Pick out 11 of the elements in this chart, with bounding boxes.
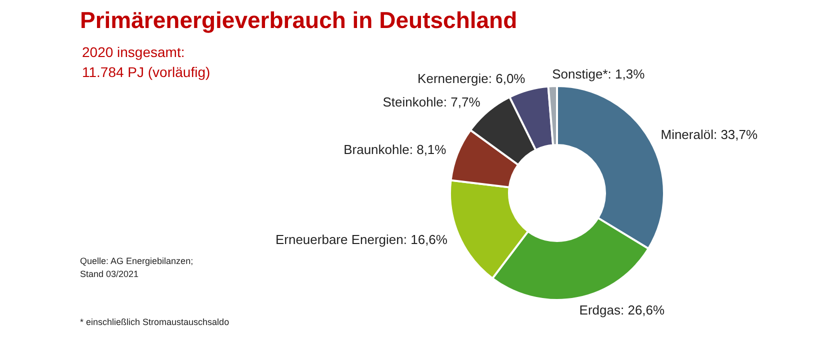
slice-label: Braunkohle: 8,1% [344,142,447,158]
slice-label: Steinkohle: 7,7% [382,94,481,110]
slice-label: Mineralöl: 33,7% [660,127,758,142]
text: * einschließlich Stromaustauschsaldo [80,316,230,329]
chart-title: Primärenergieverbrauch in Deutschland [80,6,518,34]
text: 2020 insgesamt: 11.784 PJ (vorläufig) [82,43,210,82]
slice-label: Kernenergie: 6,0% [418,70,526,86]
source-note: Quelle: AG Energiebilanzen; Stand 03/2021 [80,255,194,281]
slice-label: Erdgas: 26,6% [579,302,666,318]
slice-label: Sonstige*: 1,3% [552,66,646,82]
slice-label: Erneuerbare Energien: 16,6% [275,232,448,248]
